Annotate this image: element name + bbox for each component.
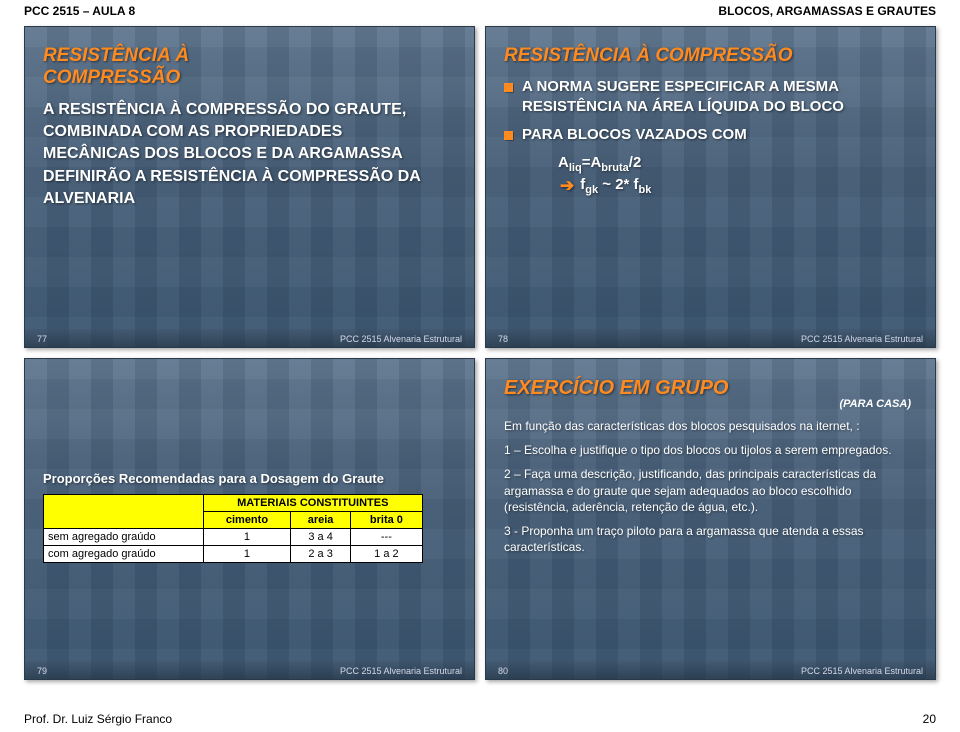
formula-text: ~ 2* f bbox=[598, 176, 638, 193]
page-header: PCC 2515 – AULA 8 BLOCOS, ARGAMASSAS E G… bbox=[0, 0, 960, 20]
table-row: sem agregado graúdo 1 3 a 4 --- bbox=[44, 529, 423, 546]
bullet-list: A NORMA SUGERE ESPECIFICAR A MESMA RESIS… bbox=[504, 77, 917, 154]
slide-brand: PCC 2515 Alvenaria Estrutural bbox=[801, 666, 923, 676]
table-row: com agregado graúdo 1 2 a 3 1 a 2 bbox=[44, 546, 423, 563]
col-header: areia bbox=[291, 512, 351, 529]
slide-number: 79 bbox=[37, 666, 47, 676]
slide-80: EXERCÍCIO EM GRUPO (PARA CASA) Em função… bbox=[485, 358, 936, 680]
title-line: RESISTÊNCIA À bbox=[43, 45, 189, 66]
slide-number: 80 bbox=[498, 666, 508, 676]
formula-sub: bk bbox=[639, 184, 652, 196]
slide-brand: PCC 2515 Alvenaria Estrutural bbox=[801, 334, 923, 344]
formula-line: ➔ fgk ~ 2* fbk bbox=[504, 176, 917, 196]
hdr-right: BLOCOS, ARGAMASSAS E GRAUTES bbox=[718, 4, 936, 18]
slide-brand: PCC 2515 Alvenaria Estrutural bbox=[340, 334, 462, 344]
slide-grid: RESISTÊNCIA À COMPRESSÃO A RESISTÊNCIA À… bbox=[0, 20, 960, 680]
slide-79: Proporções Recomendadas para a Dosagem d… bbox=[24, 358, 475, 680]
row-label: com agregado graúdo bbox=[44, 546, 204, 563]
formula-sub: bruta bbox=[601, 162, 629, 174]
formula-sub: gk bbox=[585, 184, 598, 196]
table-cell: 2 a 3 bbox=[291, 546, 351, 563]
slide-footer: 79 PCC 2515 Alvenaria Estrutural bbox=[37, 666, 462, 676]
slide-78: RESISTÊNCIA À COMPRESSÃO A NORMA SUGERE … bbox=[485, 26, 936, 348]
slide-brand: PCC 2515 Alvenaria Estrutural bbox=[340, 666, 462, 676]
slide-77: RESISTÊNCIA À COMPRESSÃO A RESISTÊNCIA À… bbox=[24, 26, 475, 348]
arrow-icon: ➔ bbox=[560, 176, 574, 196]
slide-body-text: A RESISTÊNCIA À COMPRESSÃO DO GRAUTE, CO… bbox=[43, 99, 423, 211]
slide-footer: 77 PCC 2515 Alvenaria Estrutural bbox=[37, 334, 462, 344]
slide-title: RESISTÊNCIA À COMPRESSÃO bbox=[504, 45, 917, 67]
bullet-item: PARA BLOCOS VAZADOS COM bbox=[504, 125, 917, 145]
table-cell: --- bbox=[350, 529, 422, 546]
exercise-intro: Em função das características dos blocos… bbox=[504, 418, 917, 434]
exercise-body: Em função das características dos blocos… bbox=[504, 418, 917, 563]
bullet-item: A NORMA SUGERE ESPECIFICAR A MESMA RESIS… bbox=[504, 77, 917, 118]
exercise-item: 1 – Escolha e justifique o tipo dos bloc… bbox=[504, 442, 917, 458]
table-caption: Proporções Recomendadas para a Dosagem d… bbox=[43, 471, 456, 486]
table-cell: 1 bbox=[203, 546, 291, 563]
exercise-item: 3 - Proponha um traço piloto para a arga… bbox=[504, 523, 917, 555]
table-cell: 1 bbox=[203, 529, 291, 546]
formula-line: Aliq=Abruta/2 bbox=[504, 154, 917, 174]
slide-number: 78 bbox=[498, 334, 508, 344]
materials-table: MATERIAIS CONSTITUINTES cimento areia br… bbox=[43, 494, 423, 563]
hdr-left: PCC 2515 – AULA 8 bbox=[24, 4, 135, 18]
slide-title: RESISTÊNCIA À COMPRESSÃO bbox=[43, 45, 456, 89]
table-corner bbox=[44, 495, 204, 529]
exercise-item: 2 – Faça uma descrição, justificando, da… bbox=[504, 466, 917, 515]
footer-right: 20 bbox=[923, 712, 936, 726]
formula-text: A bbox=[558, 154, 569, 171]
slide-subtitle: (PARA CASA) bbox=[504, 398, 917, 410]
table-cell: 1 a 2 bbox=[350, 546, 422, 563]
slide-number: 77 bbox=[37, 334, 47, 344]
formula-text: =A bbox=[582, 154, 602, 171]
page-footer: Prof. Dr. Luiz Sérgio Franco 20 bbox=[0, 710, 960, 730]
formula-text: /2 bbox=[629, 154, 642, 171]
footer-left: Prof. Dr. Luiz Sérgio Franco bbox=[24, 712, 172, 726]
col-header: cimento bbox=[203, 512, 291, 529]
slide-title: EXERCÍCIO EM GRUPO bbox=[504, 377, 917, 400]
title-line: COMPRESSÃO bbox=[43, 67, 180, 88]
formula-sub: liq bbox=[569, 162, 582, 174]
slide-footer: 78 PCC 2515 Alvenaria Estrutural bbox=[498, 334, 923, 344]
slide-footer: 80 PCC 2515 Alvenaria Estrutural bbox=[498, 666, 923, 676]
table-cell: 3 a 4 bbox=[291, 529, 351, 546]
row-label: sem agregado graúdo bbox=[44, 529, 204, 546]
col-header: brita 0 bbox=[350, 512, 422, 529]
table-header-span: MATERIAIS CONSTITUINTES bbox=[203, 495, 422, 512]
